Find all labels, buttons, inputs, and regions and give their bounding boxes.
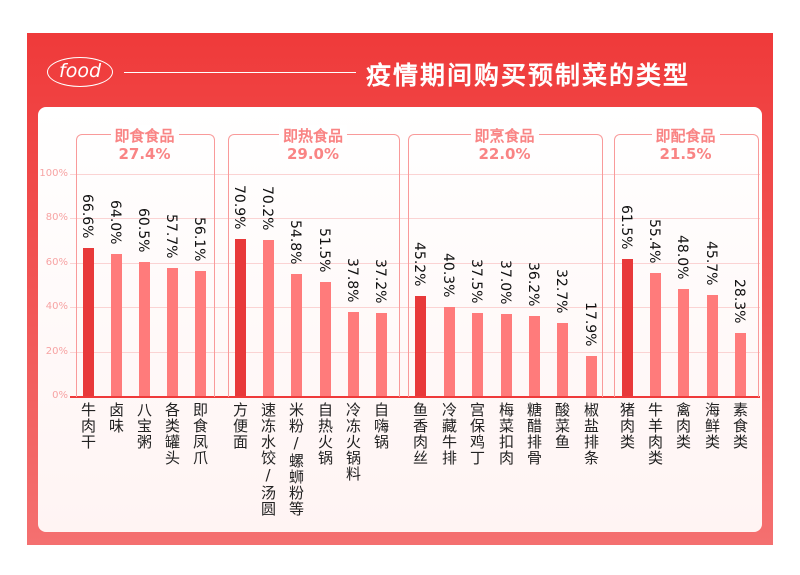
- data-label: 70.2%: [259, 186, 275, 231]
- data-label: 45.7%: [703, 240, 719, 286]
- page-title: 疫情期间购买预制菜的类型: [366, 61, 691, 90]
- bar: [375, 313, 387, 396]
- category-label: 猪肉类: [618, 402, 636, 450]
- y-tick-label: 100%: [39, 168, 68, 179]
- y-tick-label: 20%: [45, 345, 68, 357]
- category-label: 禽肉类: [674, 402, 692, 450]
- bar: [471, 312, 483, 396]
- bar: [734, 333, 746, 396]
- data-label: 57.7%: [163, 213, 179, 259]
- data-label: 70.9%: [231, 184, 247, 230]
- bar: [706, 294, 718, 396]
- data-label: 61.5%: [618, 205, 634, 250]
- bar: [110, 253, 122, 396]
- x-axis: [70, 396, 760, 398]
- gridline: [70, 218, 760, 220]
- category-label: 自嗨锅: [372, 402, 390, 450]
- bar: [194, 271, 206, 396]
- group-share: 21.5%: [659, 145, 712, 163]
- bar: [82, 248, 94, 396]
- chart-panel: [38, 107, 762, 532]
- category-label: 椒盐排条: [582, 402, 600, 466]
- bar: [528, 315, 540, 396]
- bar: [138, 261, 150, 396]
- category-label: 自热火锅: [316, 402, 334, 466]
- header-divider: [124, 72, 356, 73]
- group-name: 即热食品: [278, 125, 348, 146]
- category-label: 速冻水饺/汤圆: [259, 402, 277, 517]
- data-label: 48.0%: [674, 235, 690, 280]
- group-share: 29.0%: [286, 145, 340, 163]
- bar: [166, 267, 178, 396]
- group-share: 27.4%: [118, 145, 171, 163]
- group-name: 即食食品: [110, 125, 179, 146]
- category-label: 方便面: [231, 402, 249, 450]
- data-label: 40.3%: [440, 252, 456, 298]
- category-label: 素食类: [731, 402, 749, 450]
- category-label: 卤味: [107, 402, 125, 434]
- group-share: 22.0%: [478, 145, 531, 163]
- category-label: 冷冻火锅料: [344, 402, 362, 482]
- data-label: 36.2%: [525, 261, 541, 307]
- category-label: 梅菜扣肉: [497, 402, 515, 466]
- bar: [556, 323, 568, 396]
- y-tick-label: 80%: [45, 212, 68, 224]
- category-label: 米粉/螺蛳粉等: [287, 402, 305, 517]
- bar: [677, 289, 689, 396]
- category-label: 宫保鸡丁: [468, 402, 486, 466]
- data-label: 66.6%: [79, 194, 95, 239]
- y-tick-label: 40%: [45, 301, 68, 313]
- category-label: 鱼香肉丝: [411, 402, 429, 466]
- bar: [347, 312, 359, 396]
- category-label: 各类罐头: [163, 402, 181, 466]
- data-label: 37.5%: [468, 258, 484, 304]
- data-label: 64.0%: [107, 199, 123, 245]
- data-label: 51.5%: [316, 227, 332, 273]
- category-label: 海鲜类: [703, 402, 721, 450]
- data-label: 45.2%: [411, 241, 427, 287]
- data-label: 32.7%: [553, 269, 569, 314]
- food-logo: food: [47, 57, 113, 87]
- data-label: 17.9%: [582, 302, 598, 347]
- bar: [319, 281, 331, 396]
- bar: [290, 274, 302, 396]
- data-label: 37.2%: [372, 259, 388, 304]
- bar: [262, 240, 274, 396]
- bar: [649, 273, 661, 396]
- bar: [621, 259, 633, 396]
- gridline: [70, 262, 760, 264]
- category-label: 糖醋排骨: [525, 402, 543, 466]
- gridline: [70, 174, 760, 175]
- bar: [234, 238, 246, 396]
- category-label: 牛羊肉类: [646, 402, 664, 466]
- bar: [500, 313, 512, 396]
- bar: [414, 295, 426, 396]
- data-label: 54.8%: [287, 220, 303, 265]
- category-label: 冷藏牛排: [440, 402, 458, 466]
- y-tick-label: 0%: [52, 390, 68, 401]
- category-label: 牛肉干: [79, 402, 97, 450]
- category-label: 八宝粥: [135, 402, 153, 450]
- data-label: 55.4%: [646, 219, 662, 264]
- category-label: 酸菜鱼: [553, 402, 571, 450]
- group-name: 即配食品: [651, 125, 720, 146]
- bar: [585, 356, 597, 396]
- data-label: 56.1%: [191, 217, 207, 262]
- data-label: 37.0%: [497, 259, 513, 305]
- category-label: 即食凤爪: [191, 402, 209, 466]
- data-label: 37.8%: [344, 258, 360, 303]
- bar: [443, 306, 455, 396]
- data-label: 60.5%: [135, 207, 151, 253]
- y-tick-label: 60%: [45, 256, 68, 268]
- group-name: 即烹食品: [470, 125, 539, 146]
- data-label: 28.3%: [731, 279, 747, 324]
